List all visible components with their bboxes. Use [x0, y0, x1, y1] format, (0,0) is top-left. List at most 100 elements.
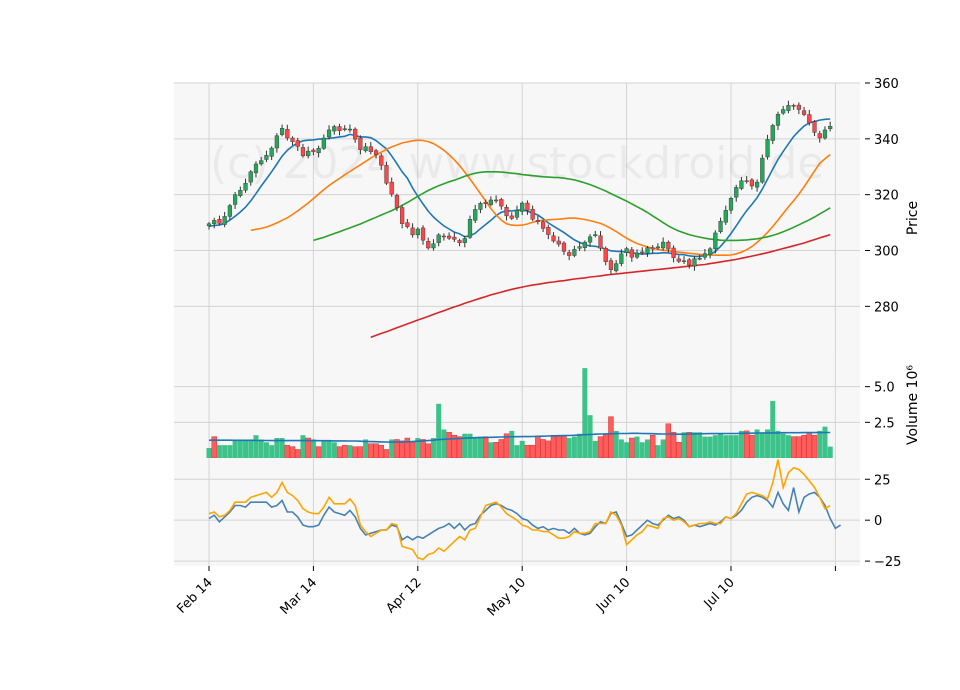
- volume-bar: [321, 440, 327, 458]
- volume-bar: [697, 432, 703, 458]
- candle-body: [269, 147, 274, 157]
- volume-bar: [759, 432, 765, 458]
- candle-body: [394, 195, 400, 208]
- candle-body: [232, 194, 238, 205]
- volume-bar: [472, 438, 478, 458]
- volume-bar: [597, 436, 604, 459]
- candle-body: [447, 235, 452, 239]
- candle-body: [405, 222, 410, 227]
- volume-bar: [618, 439, 624, 458]
- candle-body: [389, 181, 394, 195]
- volume-bar: [545, 440, 551, 459]
- volume-bar: [566, 438, 572, 458]
- volume-bar: [681, 432, 687, 458]
- candle-body: [373, 150, 379, 155]
- volume-bar: [456, 436, 463, 459]
- oscillator-line: [208, 459, 831, 561]
- candle-body: [681, 260, 687, 263]
- candle-body: [290, 137, 295, 142]
- candle-body: [222, 216, 227, 225]
- moving-average-lines: [208, 118, 831, 339]
- candle-body: [556, 240, 561, 245]
- oscillator-y-axis: −25 0 25: [865, 473, 901, 570]
- candle-body: [807, 114, 812, 124]
- candle-body: [363, 146, 368, 152]
- candle-body: [546, 227, 551, 235]
- y-tick-label: 320: [874, 189, 899, 204]
- x-tick-label: Feb 14: [174, 575, 216, 617]
- volume-bar: [477, 436, 483, 458]
- volume-bar: [801, 434, 807, 459]
- candle-body: [326, 129, 332, 138]
- volume-bar: [587, 415, 593, 458]
- candle-body: [655, 246, 661, 249]
- volume-bar: [227, 445, 233, 458]
- volume-bar: [279, 438, 285, 458]
- candle-body: [572, 249, 577, 256]
- candle-body: [796, 104, 801, 110]
- volume-bar: [550, 434, 557, 459]
- y-tick-label: 2.5: [874, 416, 895, 431]
- x-tick-label: Mar 14: [278, 575, 321, 618]
- candle-body: [567, 252, 572, 256]
- volume-bar: [827, 446, 833, 458]
- candle-body: [614, 263, 619, 272]
- candle-body: [760, 157, 765, 183]
- price-panel: (c) 2024 www.stockdroid.de 280 300 320 340 3…: [174, 77, 921, 351]
- volume-bar: [222, 445, 228, 458]
- volume-bar: [613, 430, 619, 458]
- candle-body: [702, 253, 707, 258]
- volume-bar: [785, 435, 791, 458]
- volume-bar: [603, 433, 609, 459]
- volume-bar: [639, 442, 645, 458]
- candle-body: [775, 114, 781, 126]
- x-axis: Feb 14 Mar 14 Apr 12 May 10 Jun 10 Jul 10: [174, 566, 836, 619]
- volume-bar: [467, 433, 473, 458]
- candle-body: [264, 155, 269, 160]
- candle-body: [734, 187, 739, 198]
- candle-body: [671, 247, 676, 258]
- volume-bar: [425, 443, 431, 459]
- volume-bar: [300, 435, 306, 458]
- volume-bar: [811, 434, 818, 459]
- volume-bar: [665, 423, 672, 459]
- candle-body: [509, 215, 514, 219]
- candle-body: [723, 210, 728, 223]
- x-tick-label: May 10: [485, 575, 529, 619]
- candle-body: [285, 129, 290, 139]
- volume-bar: [232, 440, 238, 458]
- moving-average-line: [370, 233, 831, 339]
- candle-body: [311, 149, 316, 152]
- candle-body: [728, 198, 734, 211]
- candle-body: [452, 236, 457, 240]
- volume-bar: [216, 445, 222, 458]
- volume-bar: [383, 449, 390, 459]
- volume-bar: [707, 436, 713, 458]
- oscillator-panel: −25 0 25: [174, 458, 901, 570]
- volume-bar: [399, 440, 405, 459]
- candle-body: [666, 241, 671, 250]
- candle-body: [295, 140, 300, 147]
- volume-bar: [373, 443, 379, 459]
- volume-bar: [686, 432, 692, 459]
- candle-body: [206, 223, 212, 227]
- moving-average-line: [208, 118, 831, 258]
- candle-body: [436, 234, 441, 243]
- candle-body: [687, 259, 692, 266]
- candle-body: [473, 209, 478, 221]
- volume-bar: [608, 416, 614, 459]
- volume-bar: [790, 436, 797, 459]
- volume-bar: [295, 449, 301, 459]
- candle-body: [321, 137, 326, 149]
- volume-bar: [498, 439, 505, 459]
- candle-body: [316, 148, 321, 153]
- candle-body: [514, 210, 520, 218]
- candle-body: [801, 110, 807, 115]
- candle-body: [332, 126, 337, 132]
- candle-body: [212, 220, 217, 224]
- candle-body: [467, 219, 473, 238]
- volume-bar: [770, 400, 776, 458]
- candle-body: [619, 253, 624, 264]
- volume-bar: [676, 442, 682, 459]
- candle-body: [661, 241, 666, 249]
